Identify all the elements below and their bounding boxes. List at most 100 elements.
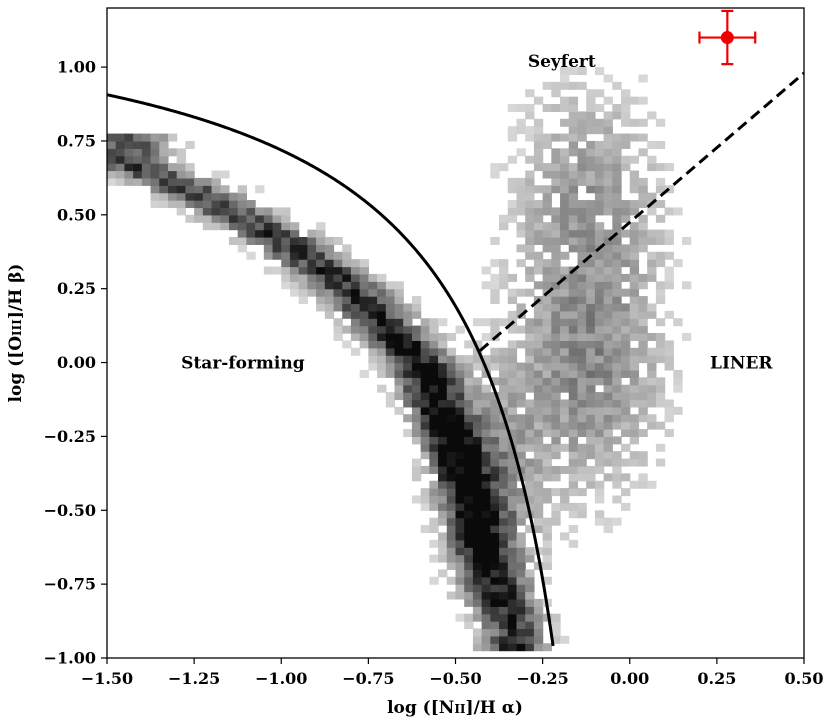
density-cell bbox=[516, 495, 526, 504]
density-cell bbox=[377, 369, 387, 378]
density-cell bbox=[568, 163, 579, 172]
density-cell bbox=[516, 532, 526, 541]
density-cell bbox=[324, 288, 335, 297]
density-cell bbox=[490, 584, 500, 593]
density-cell bbox=[133, 177, 143, 186]
density-cell bbox=[603, 399, 613, 408]
density-cell bbox=[560, 170, 570, 179]
density-cell bbox=[385, 362, 396, 371]
density-cell bbox=[603, 229, 613, 238]
density-cell bbox=[586, 355, 596, 364]
density-cell bbox=[647, 207, 657, 216]
density-cell bbox=[350, 296, 361, 305]
density-cell bbox=[133, 163, 143, 172]
density-cell bbox=[664, 362, 674, 371]
density-cell bbox=[525, 126, 535, 135]
density-cell bbox=[621, 140, 631, 149]
density-cell bbox=[525, 488, 535, 497]
density-cell bbox=[403, 347, 413, 356]
density-cell bbox=[516, 185, 526, 194]
density-cell bbox=[385, 303, 396, 312]
density-cell bbox=[568, 421, 579, 430]
density-cell bbox=[542, 539, 552, 548]
density-cell bbox=[603, 155, 613, 164]
density-cell bbox=[560, 177, 570, 186]
density-cell bbox=[438, 532, 448, 541]
density-cell bbox=[507, 525, 518, 534]
density-cell bbox=[516, 369, 526, 378]
density-cell bbox=[533, 281, 544, 290]
density-cell bbox=[403, 310, 413, 319]
density-cell bbox=[594, 429, 605, 438]
density-cell bbox=[568, 333, 579, 341]
density-cell bbox=[481, 591, 491, 600]
density-cell bbox=[594, 296, 605, 305]
density-cell bbox=[594, 399, 605, 408]
density-cell bbox=[655, 458, 666, 467]
density-cell bbox=[568, 399, 579, 408]
density-cell bbox=[551, 177, 561, 186]
density-cell bbox=[167, 192, 178, 201]
density-cell bbox=[542, 369, 552, 378]
density-cell bbox=[542, 273, 552, 282]
density-cell bbox=[455, 355, 465, 364]
density-cell bbox=[655, 259, 666, 268]
density-cell bbox=[629, 399, 640, 408]
density-cell bbox=[542, 318, 552, 327]
density-cell bbox=[638, 318, 648, 327]
density-cell bbox=[577, 473, 587, 482]
density-cell bbox=[568, 273, 579, 282]
density-cell bbox=[403, 318, 413, 327]
density-cell bbox=[655, 185, 666, 194]
density-cell bbox=[394, 406, 404, 415]
density-cell bbox=[542, 525, 552, 534]
density-cell bbox=[429, 340, 439, 349]
density-cell bbox=[586, 207, 596, 216]
density-cell bbox=[490, 377, 500, 386]
density-cell bbox=[551, 81, 561, 90]
density-cell bbox=[594, 303, 605, 312]
density-cell bbox=[603, 177, 613, 186]
density-cell bbox=[490, 288, 500, 297]
density-cell bbox=[429, 480, 439, 489]
density-cell bbox=[603, 333, 613, 341]
density-cell bbox=[516, 118, 526, 127]
density-cell bbox=[516, 436, 526, 445]
density-cell bbox=[490, 591, 500, 600]
density-cell bbox=[577, 244, 587, 253]
density-cell bbox=[577, 325, 587, 334]
density-cell bbox=[455, 369, 465, 378]
density-cell bbox=[577, 67, 587, 76]
density-cell bbox=[655, 399, 666, 408]
density-cell bbox=[594, 200, 605, 209]
density-cell bbox=[516, 399, 526, 408]
density-cell bbox=[490, 421, 500, 430]
density-cell bbox=[438, 436, 448, 445]
density-cell bbox=[603, 369, 613, 378]
density-cell bbox=[507, 480, 518, 489]
density-cell bbox=[516, 643, 526, 652]
density-cell bbox=[603, 236, 613, 245]
density-cell bbox=[507, 473, 518, 482]
density-cell bbox=[377, 296, 387, 305]
density-cell bbox=[220, 207, 230, 216]
density-cell bbox=[612, 414, 622, 423]
density-cell bbox=[507, 539, 518, 548]
density-cell bbox=[350, 325, 361, 334]
density-cell bbox=[385, 325, 396, 334]
density-cell bbox=[507, 133, 518, 142]
density-cell bbox=[507, 591, 518, 600]
density-cell bbox=[490, 414, 500, 423]
density-cell bbox=[141, 155, 152, 164]
density-cell bbox=[533, 369, 544, 378]
density-cell bbox=[499, 643, 509, 652]
density-cell bbox=[586, 148, 596, 157]
density-cell bbox=[281, 236, 291, 245]
density-cell bbox=[682, 333, 692, 341]
density-cell bbox=[464, 554, 474, 563]
density-cell bbox=[612, 310, 622, 319]
density-cell bbox=[420, 502, 430, 511]
density-cell bbox=[629, 273, 640, 282]
density-cell bbox=[516, 539, 526, 548]
density-cell bbox=[394, 310, 404, 319]
